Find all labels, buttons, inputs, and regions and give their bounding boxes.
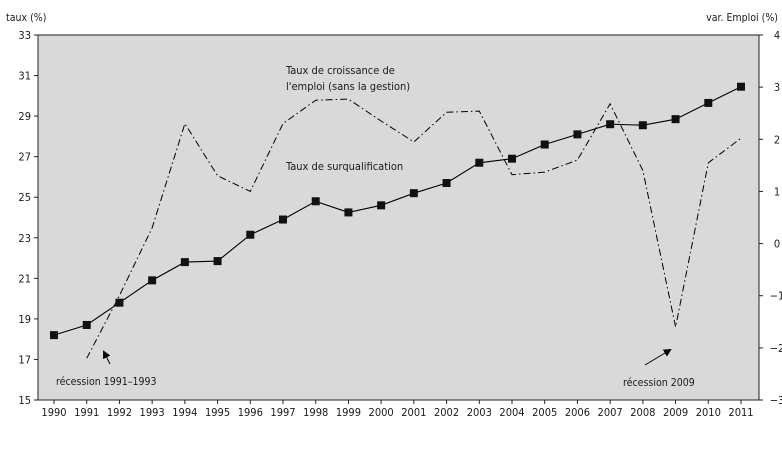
x-tick-label: 2003 <box>467 406 492 419</box>
series-overqual-line <box>53 86 742 336</box>
x-tick-label: 2008 <box>630 406 655 419</box>
series-overqual-point <box>180 258 189 267</box>
x-tick-label: 1995 <box>205 406 230 419</box>
x-tick-label: 2009 <box>663 406 688 419</box>
series-overqual-point <box>606 120 615 129</box>
recession-2009-arrow <box>644 348 672 366</box>
x-tick-label: 2005 <box>532 406 557 419</box>
series-overqual-point <box>279 215 287 224</box>
y-left-tick-label: 25 <box>18 191 31 204</box>
recession-2009-label: récession 2009 <box>623 377 695 389</box>
y-right-tick-label: −1 <box>770 290 782 303</box>
series-overqual-point <box>377 201 386 210</box>
x-tick-label: 2007 <box>598 406 623 419</box>
x-axis: 1990 1991 1992 1993 1994 1995 1996 1997 1998 1999… <box>41 400 754 419</box>
plot-frame <box>37 34 760 401</box>
y-left-tick-label: 27 <box>18 151 31 164</box>
x-tick-label: 1992 <box>107 406 132 419</box>
x-tick-label: 2006 <box>565 406 590 419</box>
series-overqual-point <box>344 208 353 217</box>
x-tick-label: 1997 <box>270 406 295 419</box>
y-right-tick-label: −3 <box>770 394 782 407</box>
y-left-tick-label: 23 <box>18 232 31 245</box>
series-overqual-point <box>508 154 516 163</box>
y-left-tick-label: 29 <box>18 110 31 123</box>
y-right-axis-title: var. Emploi (%) <box>706 12 778 24</box>
x-tick-label: 1996 <box>238 406 263 419</box>
series-overqual-point <box>704 98 713 107</box>
x-tick-label: 2011 <box>728 406 753 419</box>
x-tick-label: 2000 <box>369 406 394 419</box>
x-tick-label: 2004 <box>499 406 524 419</box>
x-tick-label: 2010 <box>696 406 721 419</box>
series-overqual-point <box>115 298 124 307</box>
y-right-tick-label: 1 <box>774 185 780 198</box>
y-right-tick-label: 4 <box>774 29 780 42</box>
y-left-tick-label: 19 <box>18 313 31 326</box>
plot-area <box>38 35 759 400</box>
y-right-tick-label: 3 <box>774 81 780 94</box>
series-overqual-point <box>148 276 157 285</box>
y-left-tick-label: 15 <box>18 394 31 407</box>
y-left-tick-label: 17 <box>18 353 31 366</box>
x-tick-label: 1990 <box>41 406 66 419</box>
x-tick-label: 1999 <box>336 406 361 419</box>
x-tick-label: 1993 <box>140 406 165 419</box>
x-tick-label: 2001 <box>401 406 426 419</box>
y-left-axis-title: taux (%) <box>6 12 46 24</box>
series-overqual-point <box>409 189 418 198</box>
series-overqual-point <box>246 230 255 239</box>
series-overqual-point <box>737 82 745 91</box>
left-axis: 15 17 19 21 23 25 27 29 31 33 <box>18 29 38 407</box>
series-overqual-point <box>475 158 484 167</box>
series-label-employment-1: Taux de croissance de <box>285 64 395 77</box>
series-label-overqual: Taux de surqualification <box>285 160 403 173</box>
series-overqual-point <box>638 121 647 130</box>
series-overqual-point <box>442 179 451 188</box>
recession-1991-label: récession 1991–1993 <box>56 376 157 388</box>
y-right-tick-label: −2 <box>770 342 782 355</box>
series-employment-line <box>86 98 742 359</box>
x-tick-label: 1994 <box>172 406 197 419</box>
right-axis: −3 −2 −1 0 1 2 3 4 <box>759 29 782 407</box>
y-left-tick-label: 33 <box>18 29 31 42</box>
series-overqual-point <box>82 320 91 329</box>
x-tick-label: 1998 <box>303 406 328 419</box>
series-overqual-point <box>311 197 320 206</box>
y-right-tick-label: 0 <box>774 238 780 251</box>
series-overqual-point <box>213 257 222 266</box>
x-tick-label: 1991 <box>74 406 99 419</box>
series-overqual-point <box>573 130 582 139</box>
series-overqual-point <box>540 140 549 149</box>
series-overqual <box>50 82 745 340</box>
recession-1991-arrow <box>103 350 111 365</box>
series-overqual-point <box>671 115 680 124</box>
y-right-tick-label: 2 <box>774 133 780 146</box>
y-left-tick-label: 21 <box>18 272 31 285</box>
series-overqual-point <box>50 331 58 340</box>
x-tick-label: 2002 <box>434 406 459 419</box>
series-label-employment-2: l'emploi (sans la gestion) <box>286 80 410 93</box>
series-employment <box>86 98 742 359</box>
y-left-tick-label: 31 <box>18 70 31 83</box>
